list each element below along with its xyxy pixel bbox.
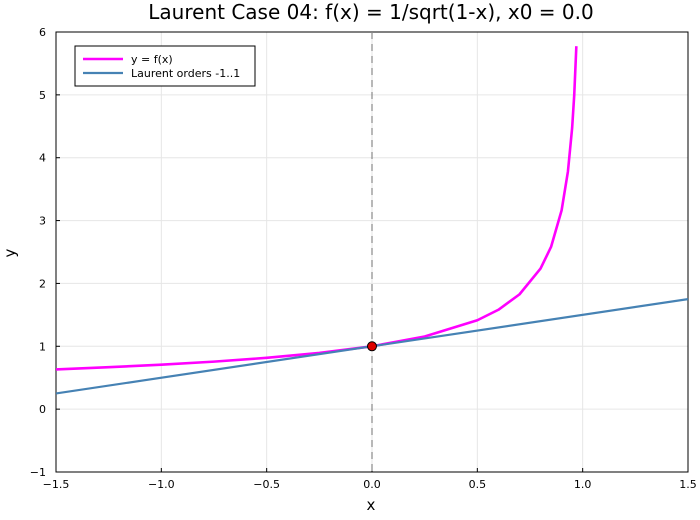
y-tick-label: −1 (30, 466, 46, 479)
x-tick-label: 1.5 (679, 478, 697, 491)
expansion-point-marker (367, 341, 377, 352)
x-tick-label: 0.0 (363, 478, 381, 491)
x-tick-label: −1.0 (148, 478, 175, 491)
y-tick-label: 0 (39, 403, 46, 416)
y-axis-label: y (1, 248, 19, 257)
x-tick-label: −1.5 (43, 478, 70, 491)
chart-title: Laurent Case 04: f(x) = 1/sqrt(1-x), x0 … (148, 0, 593, 24)
x-tick-label: 0.5 (469, 478, 487, 491)
y-tick-label: 3 (39, 215, 46, 228)
x-axis-label: x (367, 496, 376, 514)
legend-label: y = f(x) (131, 53, 173, 66)
legend-box (74, 45, 256, 87)
y-tick-label: 1 (39, 340, 46, 353)
y-tick-label: 6 (39, 26, 46, 39)
y-tick-label: 2 (39, 277, 46, 290)
x-tick-label: 1.0 (574, 478, 592, 491)
y-tick-label: 5 (39, 89, 46, 102)
legend-label: Laurent orders -1..1 (131, 67, 240, 80)
y-tick-label: 4 (39, 152, 46, 165)
series-line-f (56, 46, 578, 371)
x-tick-label: −0.5 (253, 478, 280, 491)
